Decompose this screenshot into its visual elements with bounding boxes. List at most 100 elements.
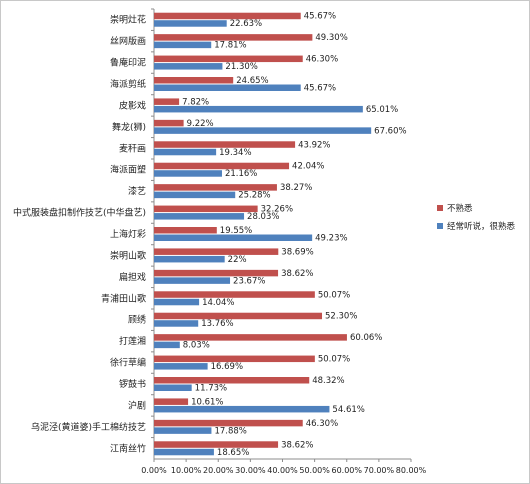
bar-familiar	[154, 20, 227, 27]
category-label: 麦秆画	[119, 142, 146, 154]
bar-familiar	[154, 191, 236, 199]
data-label: 16.69%	[211, 362, 243, 372]
data-label: 46.30%	[306, 55, 338, 65]
category-label: 徐行草编	[110, 357, 146, 369]
legend-label: 经常听说，很熟悉	[447, 221, 516, 232]
data-label: 18.65%	[217, 448, 249, 458]
data-label: 17.81%	[214, 41, 246, 51]
bar-unfamiliar	[154, 312, 323, 320]
bar-unfamiliar	[154, 55, 303, 63]
category-label: 扁担戏	[119, 271, 146, 283]
data-label: 13.76%	[201, 319, 233, 329]
category-label: 崇明山歌	[110, 249, 146, 261]
x-tick-label: 80.00%	[396, 466, 427, 475]
bar-unfamiliar	[154, 34, 313, 41]
bar-unfamiliar	[154, 291, 315, 298]
bar-unfamiliar	[154, 119, 184, 127]
data-label: 49.30%	[315, 33, 347, 43]
category-label: 江南丝竹	[110, 442, 146, 454]
data-label: 19.34%	[219, 148, 251, 158]
category-label: 鲁庵印泥	[110, 57, 146, 69]
data-label: 17.88%	[214, 426, 246, 436]
data-label: 48.32%	[312, 376, 344, 386]
x-tick-label: 10.00%	[171, 466, 202, 475]
data-label: 52.30%	[325, 312, 357, 322]
data-label: 7.82%	[182, 97, 209, 107]
bar-unfamiliar	[154, 12, 301, 20]
data-label: 65.01%	[366, 105, 398, 115]
data-label: 14.04%	[202, 298, 234, 308]
category-label: 舞龙(狮)	[112, 121, 146, 133]
bar-unfamiliar	[154, 141, 296, 148]
category-label: 顾绣	[128, 314, 146, 326]
bar-unfamiliar	[154, 441, 279, 448]
data-label: 38.27%	[280, 183, 312, 193]
bar-familiar	[154, 148, 217, 156]
x-tick-label: 40.00%	[267, 466, 298, 475]
x-tick-label: 0.00%	[141, 466, 167, 475]
bar-familiar	[154, 405, 330, 413]
bar-familiar	[154, 84, 301, 91]
category-label: 海派面塑	[110, 164, 146, 176]
bar-unfamiliar	[154, 334, 347, 341]
bar-familiar	[154, 363, 208, 370]
category-label: 锣鼓书	[119, 378, 146, 390]
data-label: 46.30%	[306, 419, 338, 429]
bar-unfamiliar	[154, 269, 279, 277]
x-tick-label: 60.00%	[331, 466, 362, 475]
bar-unfamiliar	[154, 419, 303, 427]
bar-unfamiliar	[154, 227, 217, 234]
x-tick-label: 20.00%	[203, 466, 234, 475]
bar-familiar	[154, 341, 180, 349]
bar-familiar	[154, 105, 363, 113]
category-label: 中式服装盘扣制作技艺(中华盘艺)	[13, 207, 146, 219]
category-label: 沪剧	[128, 399, 146, 411]
bar-familiar	[154, 170, 222, 177]
data-label: 21.16%	[225, 169, 257, 179]
bar-unfamiliar	[154, 77, 234, 84]
data-label: 42.04%	[292, 162, 324, 172]
category-label: 丝网版画	[110, 35, 146, 47]
category-label: 漆艺	[128, 185, 146, 197]
bar-familiar	[154, 277, 231, 284]
legend-label: 不熟悉	[447, 203, 473, 214]
bar-familiar	[154, 127, 372, 134]
data-label: 19.55%	[220, 226, 252, 236]
data-label: 25.28%	[238, 191, 270, 201]
data-label: 38.62%	[281, 440, 313, 450]
category-label: 乌泥泾(黄道婆)手工棉纺技艺	[31, 421, 146, 433]
legend-swatch-unfamiliar	[437, 205, 443, 211]
bar-familiar	[154, 234, 313, 241]
bar-familiar	[154, 384, 192, 391]
category-label: 海派剪纸	[110, 78, 146, 90]
bar-unfamiliar	[154, 184, 277, 191]
category-label: 打莲湘	[119, 335, 146, 347]
data-label: 22%	[228, 255, 247, 265]
bar-familiar	[154, 298, 200, 306]
bar-unfamiliar	[154, 248, 279, 255]
bar-unfamiliar	[154, 205, 258, 213]
bar-unfamiliar	[154, 162, 290, 170]
category-label: 上海灯彩	[110, 228, 146, 240]
data-label: 10.61%	[191, 397, 223, 407]
data-label: 50.07%	[318, 355, 350, 365]
data-label: 28.03%	[247, 212, 279, 222]
data-label: 54.61%	[332, 405, 364, 415]
data-label: 50.07%	[318, 290, 350, 300]
bar-unfamiliar	[154, 355, 315, 363]
data-label: 22.63%	[230, 19, 262, 29]
bar-familiar	[154, 320, 199, 327]
bar-unfamiliar	[154, 398, 189, 405]
bar-familiar	[154, 427, 212, 434]
bar-familiar	[154, 255, 225, 263]
bar-familiar	[154, 213, 245, 220]
bar-unfamiliar	[154, 377, 310, 384]
bar-familiar	[154, 63, 223, 70]
legend-swatch-familiar	[437, 223, 443, 229]
x-tick-label: 30.00%	[235, 466, 266, 475]
data-label: 32.26%	[261, 205, 293, 215]
bar-unfamiliar	[154, 98, 180, 105]
bar-familiar	[154, 448, 214, 456]
category-label: 皮影戏	[119, 99, 146, 111]
